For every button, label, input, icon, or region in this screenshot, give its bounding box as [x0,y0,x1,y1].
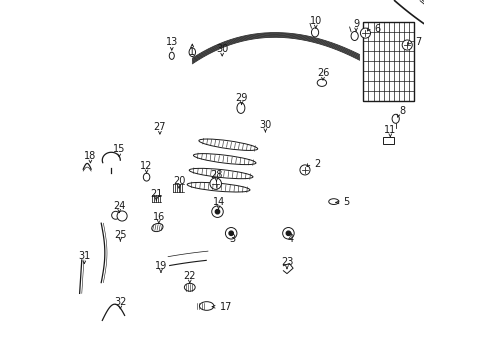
Ellipse shape [311,28,318,37]
Ellipse shape [391,114,399,123]
Text: 9: 9 [352,19,358,30]
Text: 15: 15 [113,144,125,154]
Text: 21: 21 [150,189,162,199]
Ellipse shape [143,173,149,181]
Ellipse shape [237,103,244,113]
Circle shape [209,178,221,189]
Ellipse shape [193,154,255,165]
Text: 3: 3 [228,234,234,244]
Text: 13: 13 [165,37,178,48]
Circle shape [225,228,237,239]
Circle shape [401,40,411,50]
Text: 20: 20 [172,176,185,186]
Circle shape [117,211,127,221]
Ellipse shape [189,48,195,57]
Text: 22: 22 [183,271,196,282]
Text: 32: 32 [114,297,126,307]
Ellipse shape [199,139,257,150]
Ellipse shape [187,183,249,192]
Text: 25: 25 [114,230,126,240]
Ellipse shape [317,79,326,86]
Text: 14: 14 [212,197,224,207]
Text: 18: 18 [84,150,96,161]
Circle shape [360,28,370,38]
Text: 8: 8 [399,106,405,116]
Ellipse shape [350,32,358,41]
Ellipse shape [169,52,174,59]
Circle shape [299,165,309,175]
Text: 29: 29 [235,93,247,103]
Text: 5: 5 [343,197,349,207]
Text: 17: 17 [220,302,232,312]
Text: 19: 19 [155,261,167,271]
Ellipse shape [151,224,163,231]
Circle shape [228,231,233,235]
Ellipse shape [199,302,213,310]
Text: 16: 16 [152,212,164,222]
Text: 28: 28 [210,170,222,180]
Polygon shape [363,22,413,101]
Ellipse shape [189,168,252,179]
Text: 23: 23 [280,257,293,267]
Ellipse shape [184,283,195,291]
Text: 2: 2 [314,159,320,169]
Text: 11: 11 [384,125,396,135]
Text: 10: 10 [309,16,321,26]
Text: 31: 31 [78,251,90,261]
Text: 26: 26 [316,68,328,78]
Circle shape [111,211,120,219]
Text: 4: 4 [287,234,293,244]
Circle shape [285,231,290,235]
Ellipse shape [328,199,338,204]
Circle shape [215,210,219,214]
Text: 27: 27 [153,122,166,132]
Circle shape [282,228,294,239]
Text: 30: 30 [216,44,228,54]
Text: 7: 7 [415,37,421,48]
Text: 1: 1 [189,47,195,57]
Text: 24: 24 [113,201,125,211]
Text: 30: 30 [259,120,271,130]
Text: 6: 6 [374,24,380,34]
Text: 12: 12 [140,161,152,171]
Circle shape [211,206,223,217]
